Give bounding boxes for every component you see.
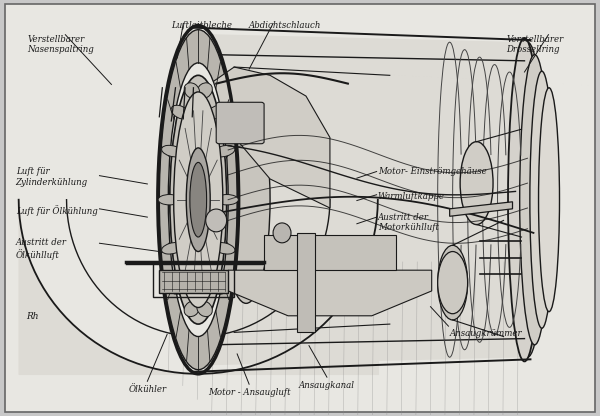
Text: Ansaugkrümmer: Ansaugkrümmer	[449, 329, 522, 338]
Text: Verstellbarer
Nasenspaltring: Verstellbarer Nasenspaltring	[28, 35, 94, 54]
Text: Rh: Rh	[26, 312, 39, 322]
Ellipse shape	[158, 195, 181, 205]
Ellipse shape	[437, 245, 467, 320]
Ellipse shape	[215, 195, 238, 205]
Text: Motor - Ansaugluft: Motor - Ansaugluft	[208, 389, 290, 397]
Ellipse shape	[161, 145, 183, 157]
Polygon shape	[449, 202, 512, 216]
Text: Luft für Ölkühlung: Luft für Ölkühlung	[16, 205, 97, 215]
Ellipse shape	[160, 30, 237, 370]
Text: Austritt der
Motorkühlluft: Austritt der Motorkühlluft	[378, 213, 439, 233]
Ellipse shape	[214, 243, 235, 254]
Ellipse shape	[437, 252, 467, 314]
Polygon shape	[264, 235, 396, 270]
Ellipse shape	[508, 38, 541, 362]
Ellipse shape	[207, 280, 226, 294]
Polygon shape	[198, 34, 527, 366]
Text: Abdichtschlauch: Abdichtschlauch	[249, 21, 322, 30]
Ellipse shape	[169, 63, 228, 337]
Ellipse shape	[190, 162, 206, 237]
FancyBboxPatch shape	[216, 102, 264, 144]
Text: Ansaugkanal: Ansaugkanal	[299, 381, 355, 390]
Ellipse shape	[206, 209, 227, 232]
Polygon shape	[228, 270, 431, 316]
Bar	[154, 262, 234, 297]
Bar	[160, 270, 228, 293]
Text: Luft für
Zylinderkühlung: Luft für Zylinderkühlung	[16, 167, 88, 187]
Text: Warmluftkappe: Warmluftkappe	[378, 192, 445, 201]
FancyBboxPatch shape	[5, 4, 595, 412]
Ellipse shape	[184, 301, 200, 317]
Ellipse shape	[161, 243, 183, 254]
Ellipse shape	[171, 105, 190, 119]
Ellipse shape	[273, 223, 291, 243]
Ellipse shape	[530, 71, 554, 328]
Text: Austritt der
Ölkühlluft: Austritt der Ölkühlluft	[16, 238, 67, 260]
Ellipse shape	[197, 301, 212, 317]
Ellipse shape	[173, 92, 223, 307]
Text: Luftleitbleche: Luftleitbleche	[171, 21, 232, 30]
Ellipse shape	[222, 96, 270, 303]
Ellipse shape	[170, 75, 227, 324]
Ellipse shape	[207, 105, 226, 119]
Text: Motor- Einströmgehäuse: Motor- Einströmgehäuse	[378, 167, 487, 176]
Ellipse shape	[197, 83, 212, 98]
Ellipse shape	[186, 148, 210, 252]
Ellipse shape	[214, 145, 235, 157]
Ellipse shape	[460, 142, 493, 225]
Ellipse shape	[171, 280, 190, 294]
Ellipse shape	[184, 83, 200, 98]
Text: Ölkühler: Ölkühler	[128, 386, 166, 394]
Ellipse shape	[509, 42, 545, 357]
Polygon shape	[297, 233, 315, 332]
Polygon shape	[210, 67, 330, 208]
Ellipse shape	[520, 54, 550, 345]
Text: Verstellbarer
Drossellring: Verstellbarer Drossellring	[506, 35, 564, 54]
Ellipse shape	[539, 88, 559, 312]
